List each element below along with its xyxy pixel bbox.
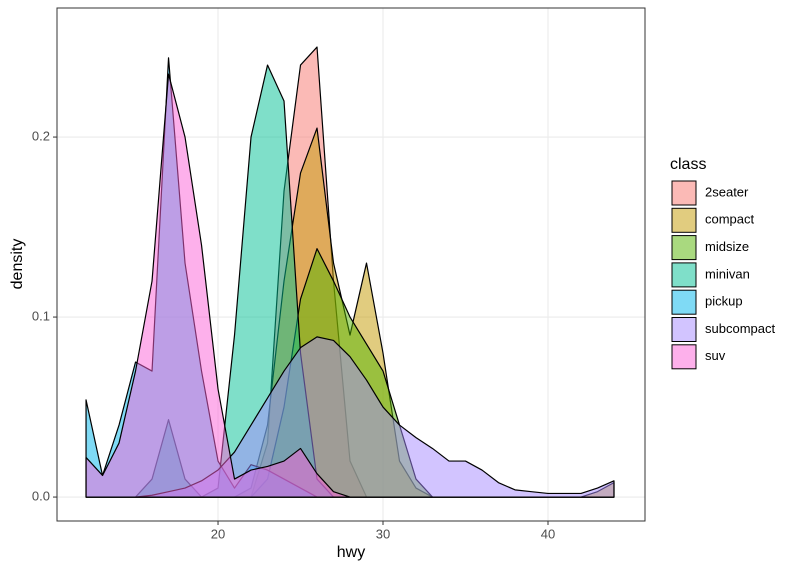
legend-key (671, 207, 697, 233)
legend-key (671, 289, 697, 315)
legend-title: class (670, 156, 706, 173)
legend-key (671, 344, 697, 370)
legend-label: midsize (705, 239, 749, 254)
x-tick-label: 30 (376, 526, 390, 541)
y-tick-label: 0.1 (32, 308, 50, 323)
legend-label: suv (705, 348, 726, 363)
legend-key (671, 317, 697, 342)
y-tick-label: 0.2 (32, 128, 50, 143)
density-area (85, 73, 615, 498)
x-axis-title: hwy (337, 544, 365, 561)
y-tick-label: 0.0 (32, 488, 50, 503)
legend-key (671, 262, 697, 288)
legend-label: compact (705, 212, 755, 227)
legend-label: minivan (705, 266, 750, 281)
legend-key (671, 235, 697, 261)
x-tick-label: 20 (211, 526, 225, 541)
panel-border (56, 7, 646, 522)
y-axis-title: density (9, 239, 26, 290)
x-tick-label: 40 (541, 526, 555, 541)
legend-label: 2seater (705, 184, 749, 199)
legend-key (671, 180, 697, 206)
legend-label: pickup (705, 294, 743, 309)
legend-label: subcompact (705, 321, 775, 336)
